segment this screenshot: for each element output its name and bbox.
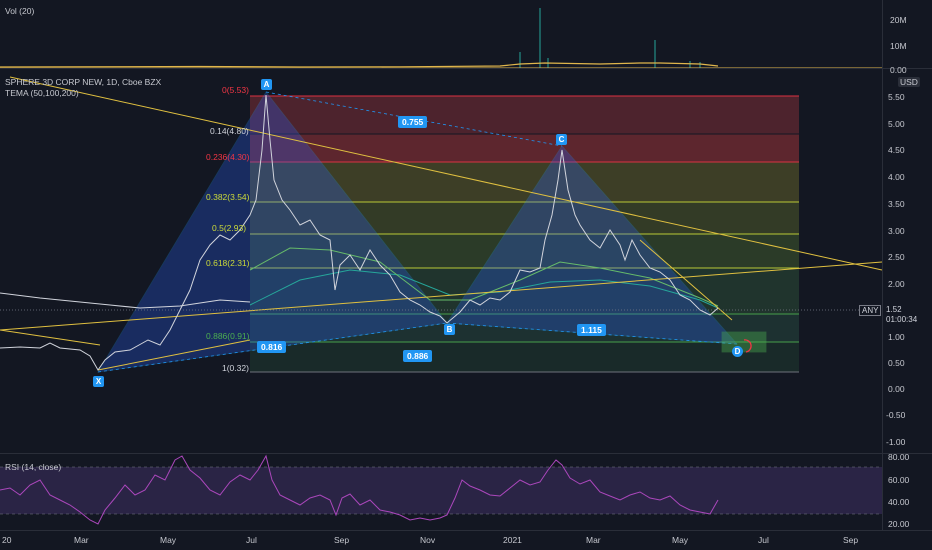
price-axis-label: 0.50 <box>888 358 905 368</box>
fib-level-lines <box>250 95 799 373</box>
time-axis-label: Jul <box>758 535 769 545</box>
fib-label: 0.618(2.31) <box>206 258 250 268</box>
ratio-label-xb: 0.816 <box>257 341 287 353</box>
volume-ma-line <box>0 62 719 68</box>
symbol-price-tag[interactable]: ANY <box>859 305 882 316</box>
volume-bars <box>519 8 701 68</box>
fib-retracement[interactable] <box>250 95 799 373</box>
volume-pane-title: Vol (20) <box>5 6 35 16</box>
pattern-point-x[interactable]: X <box>93 376 104 387</box>
rsi-pane-title[interactable]: RSI (14, close) <box>5 462 62 472</box>
trend-line-base <box>0 329 101 346</box>
indicator-title[interactable]: TEMA (50,100,200) <box>5 88 79 98</box>
price-axis-label: -1.00 <box>886 437 906 447</box>
trend-line-ascending[interactable] <box>0 261 883 331</box>
time-axis-label: Nov <box>420 535 436 545</box>
rsi-line <box>0 454 719 525</box>
price-axis-label: 1.00 <box>888 332 905 342</box>
price-axis-label: 3.50 <box>888 199 905 209</box>
time-axis-label: Mar <box>586 535 601 545</box>
time-axis-label: May <box>672 535 689 545</box>
price-axis-label: 2.50 <box>888 252 905 262</box>
time-axis-label: Mar <box>74 535 89 545</box>
volume-axis-label: 20M <box>890 15 907 25</box>
time-axis-label: Sep <box>334 535 350 545</box>
ratio-label-bd: 1.115 <box>577 324 606 336</box>
fib-label: 0.382(3.54) <box>206 192 250 202</box>
rsi-axis-label: 20.00 <box>888 519 910 529</box>
fib-label: 0.236(4.30) <box>206 152 250 162</box>
price-series <box>0 94 719 371</box>
fib-label: 0.5(2.93) <box>212 223 247 233</box>
price-axis-label: 2.00 <box>888 279 905 289</box>
volume-pane[interactable] <box>0 0 932 69</box>
trend-line-descending[interactable] <box>9 76 883 271</box>
symbol-title[interactable]: SPHERE 3D CORP NEW, 1D, Cboe BZX <box>5 77 162 87</box>
pattern-point-a[interactable]: A <box>261 79 272 90</box>
pattern-point-b[interactable]: B <box>444 324 455 335</box>
tema-200-line <box>0 292 251 309</box>
fib-label: 0(5.53) <box>222 85 249 95</box>
ratio-label-ac: 0.755 <box>398 116 428 128</box>
price-axis-label: 4.50 <box>888 145 905 155</box>
rsi-axis-label: 80.00 <box>888 452 910 462</box>
currency-badge[interactable]: USD <box>898 77 920 87</box>
time-axis-label: 20 <box>2 535 12 545</box>
trend-line-wedge-top[interactable] <box>639 239 733 321</box>
price-axis-label: 5.00 <box>888 119 905 129</box>
ratio-label-xd: 0.886 <box>403 350 433 362</box>
time-axis-label: 2021 <box>503 535 522 545</box>
fib-label: 1(0.32) <box>222 363 249 373</box>
time-axis-label: Jul <box>246 535 257 545</box>
volume-axis-label: 0.00 <box>890 65 907 75</box>
bar-countdown: 01:00:34 <box>883 315 921 324</box>
current-price-label: 1.52 <box>883 305 905 314</box>
rsi-axis-label: 60.00 <box>888 475 910 485</box>
volume-axis-label: 10M <box>890 41 907 51</box>
trend-line-x-support <box>97 339 251 371</box>
rsi-axis-label: 40.00 <box>888 497 910 507</box>
price-pane[interactable] <box>0 76 883 373</box>
price-axis-label: 3.00 <box>888 226 905 236</box>
pattern-point-d[interactable]: D <box>732 346 743 357</box>
time-axis-label: May <box>160 535 177 545</box>
fib-label: 0.886(0.91) <box>206 331 250 341</box>
time-axis-label: Sep <box>843 535 859 545</box>
price-axis-label: 5.50 <box>888 92 905 102</box>
reversal-arrow-icon <box>743 339 752 353</box>
rsi-band <box>0 467 882 514</box>
price-axis-label: 0.00 <box>888 384 905 394</box>
tema-50-line <box>249 247 719 307</box>
price-axis-label: 4.00 <box>888 172 905 182</box>
rsi-pane[interactable] <box>0 454 882 525</box>
price-axis-label: -0.50 <box>886 410 906 420</box>
target-zone-d[interactable] <box>721 331 767 353</box>
fib-label: 0.14(4.80) <box>210 126 249 136</box>
pattern-point-c[interactable]: C <box>556 134 567 145</box>
